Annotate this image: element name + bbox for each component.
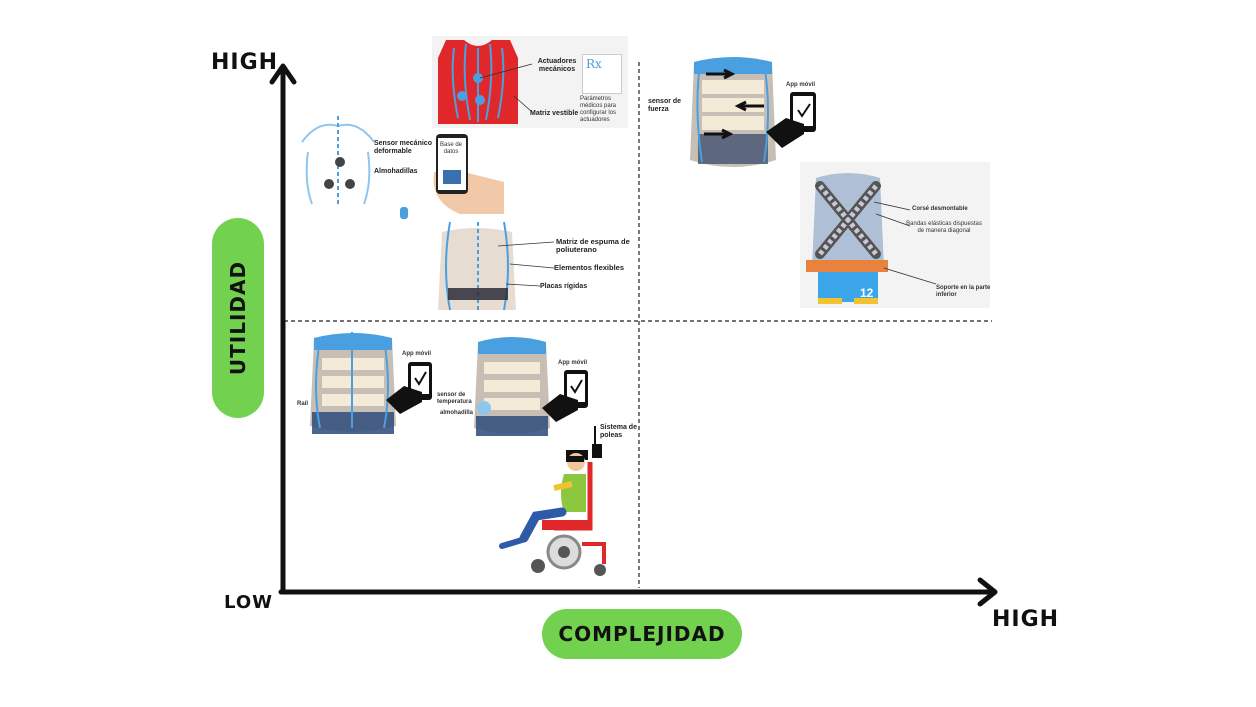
red-vest-actuators-label: Actuadores mecánicos	[537, 58, 577, 73]
corset-label: Corsé desmontable	[912, 206, 968, 212]
corset-number: 12	[860, 286, 874, 300]
wheelchair-pulleys-label: Sistema de poleas	[600, 424, 637, 439]
temp-vest-app-label: App móvil	[558, 360, 588, 366]
y-axis-title: UTILIDAD	[226, 260, 251, 376]
rail-vest-rail-label: Raíl	[297, 401, 309, 407]
red-vest-image	[438, 40, 518, 124]
y-axis-title-pill: UTILIDAD	[212, 218, 264, 418]
temp-vest-phone-icon	[542, 370, 588, 422]
temp-vest-sensor-label: sensor de temperatura	[437, 392, 472, 405]
temp-vest-pad-label: almohadilla	[440, 410, 474, 416]
force-vest-image	[690, 57, 776, 167]
force-vest-sensor-label: sensor de fuerza	[648, 98, 682, 113]
foam-vest-matrix-label: Matriz de espuma de poliuterano	[556, 237, 630, 254]
corset-support-label: Soporte en la parte inferior	[936, 285, 991, 298]
x-axis-high-label: HIGH	[992, 607, 1060, 632]
corset-pointers	[873, 201, 937, 285]
x-axis-title: COMPLEJIDAD	[558, 622, 726, 646]
rail-vest-phone-icon	[386, 362, 432, 414]
rail-vest-image	[310, 332, 396, 434]
x-axis-title-pill: COMPLEJIDAD	[542, 609, 742, 659]
y-axis-high-label: HIGH	[211, 50, 279, 75]
force-vest-phone-icon	[766, 92, 816, 148]
rail-vest-app-label: App móvil	[402, 351, 432, 357]
y-axis-low-label: LOW	[224, 592, 273, 613]
temp-vest-image	[474, 337, 550, 436]
red-vest-pointers	[479, 63, 533, 113]
red-vest-matrix-label: Matriz vestible	[530, 110, 579, 117]
foam-vest-image	[438, 221, 516, 311]
foam-vest-flexible-label: Elementos flexibles	[554, 263, 625, 272]
phone-db-label: Base de datos	[439, 142, 463, 155]
torso-pads-label: Almohadillas	[374, 168, 418, 175]
force-vest-app-label: App móvil	[786, 82, 816, 88]
foam-vest-pointers	[497, 241, 555, 287]
corset-bands-label: Bandas elásticas dispuestas de manera di…	[906, 221, 982, 234]
prescription-card: Rx	[582, 54, 622, 94]
torso-sensor-label: Sensor mecánico deformable	[374, 140, 432, 155]
bluetooth-icon	[400, 207, 408, 219]
torso-sensor-image	[301, 116, 375, 206]
foam-vest-plates-label: Placas rígidas	[540, 283, 588, 290]
corset-image	[806, 173, 888, 304]
wheelchair-image	[499, 426, 606, 576]
red-vest-params-label: Parámetros médicos para configurar los a…	[580, 96, 617, 123]
phone-hand-image	[433, 134, 504, 214]
rx-icon: Rx	[586, 57, 602, 71]
